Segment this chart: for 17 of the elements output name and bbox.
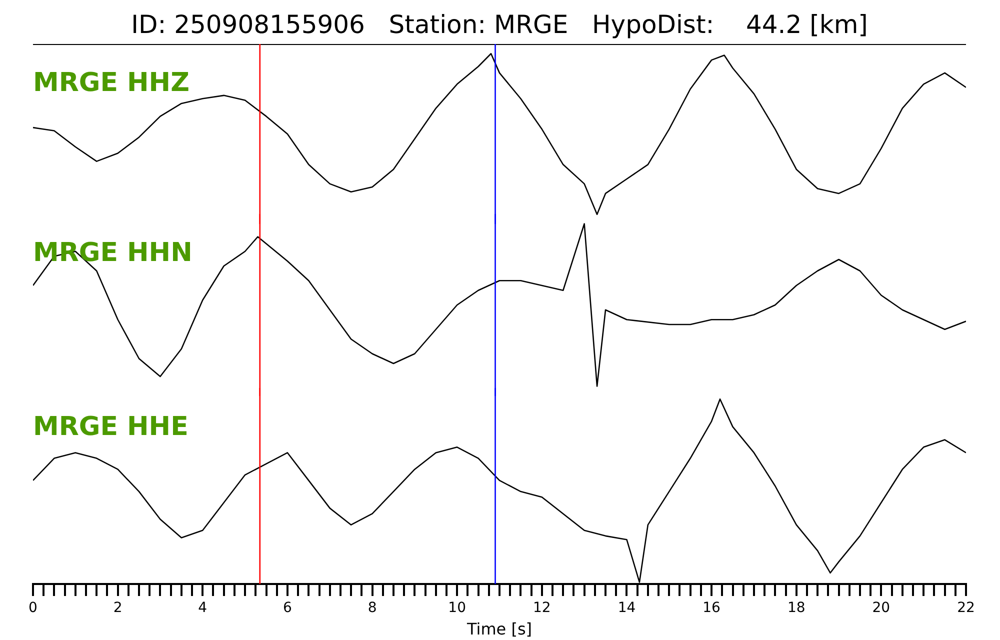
x-tick-label: 2 bbox=[113, 600, 122, 616]
series-label: MRGE HHE bbox=[33, 412, 188, 442]
x-tick-label: 10 bbox=[448, 600, 466, 616]
x-axis-title: Time [s] bbox=[466, 620, 532, 639]
x-tick-label: 14 bbox=[618, 600, 636, 616]
x-tick-label: 20 bbox=[872, 600, 890, 616]
x-tick-label: 22 bbox=[957, 600, 975, 616]
x-tick-label: 18 bbox=[787, 600, 806, 616]
x-tick-label: 4 bbox=[198, 600, 208, 616]
x-tick-label: 12 bbox=[532, 600, 551, 616]
series-label: MRGE HHN bbox=[33, 238, 192, 268]
x-tick-label: 0 bbox=[28, 600, 38, 616]
chart-title: ID: 250908155906 Station: MRGE HypoDist: 44.2 [km] bbox=[33, 6, 966, 45]
series-label: MRGE HHZ bbox=[33, 68, 190, 98]
x-tick-label: 6 bbox=[282, 600, 292, 616]
x-tick-label: 16 bbox=[702, 600, 721, 616]
x-tick-label: 8 bbox=[368, 600, 377, 616]
